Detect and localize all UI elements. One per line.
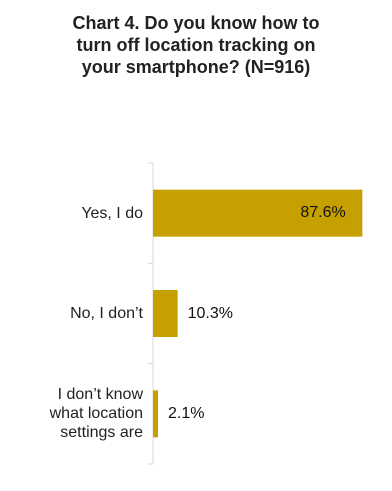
category-label-2-line-2: settings are xyxy=(60,424,143,442)
bar-0 xyxy=(153,189,363,237)
chart-title-line-2: turn off location tracking on xyxy=(76,35,316,55)
chart-title-line-1: Chart 4. Do you know how to xyxy=(72,13,320,33)
category-label-0-line-0: Yes, I do xyxy=(81,204,143,222)
bar-1 xyxy=(153,290,178,337)
chart-title: Chart 4. Do you know how to turn off loc… xyxy=(20,12,372,78)
value-label-0: 87.6% xyxy=(300,204,346,222)
category-label-1-line-0: No, I don’t xyxy=(70,305,143,322)
chart-title-line-3: your smartphone? (N=916) xyxy=(81,57,311,77)
value-label-1: 10.3% xyxy=(187,304,233,322)
category-label-1: No, I don’t xyxy=(3,304,143,323)
category-label-2-line-0: I don’t know xyxy=(57,386,143,404)
category-label-2: I don’t know what location settings are xyxy=(3,385,143,442)
value-label-2: 2.1% xyxy=(168,404,205,422)
category-label-0: Yes, I do xyxy=(3,204,143,223)
bar-2 xyxy=(153,390,159,438)
category-label-2-line-1: what location xyxy=(49,405,143,423)
